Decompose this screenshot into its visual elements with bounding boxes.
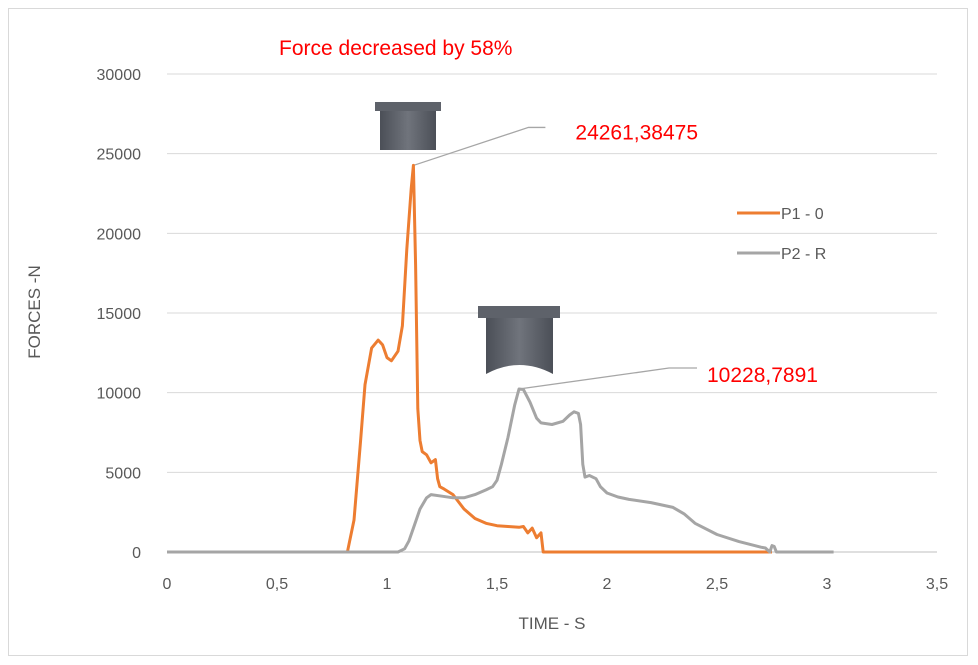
x-tick-label: 2,5 [706, 576, 728, 593]
series-lines [167, 163, 834, 554]
y-tick-label: 20000 [97, 226, 142, 243]
rounded-punch-illustration [478, 306, 560, 374]
y-tick-label: 30000 [97, 67, 142, 84]
x-tick-label: 0 [163, 576, 172, 593]
legend-label: P2 - R [781, 246, 826, 263]
annotation-leaders [413, 126, 697, 390]
peak-annotations: 24261,38475 10228,7891 [575, 121, 818, 387]
x-tick-labels: 0 0,5 1 1,5 2 2,5 3 3,5 [163, 576, 949, 593]
chart-title: Force decreased by 58% [279, 37, 512, 60]
y-tick-label: 5000 [105, 465, 141, 482]
x-tick-label: 1,5 [486, 576, 508, 593]
x-tick-label: 0,5 [266, 576, 288, 593]
annotation-leader [518, 367, 697, 390]
y-axis-title: FORCES -N [25, 265, 44, 359]
legend-label: P1 - 0 [781, 206, 824, 223]
series-line-1 [167, 163, 772, 554]
series-line-2 [167, 387, 834, 554]
annotation-label: 10228,7891 [707, 364, 818, 387]
y-tick-label: 0 [132, 545, 141, 562]
x-axis-title: TIME - S [518, 614, 585, 633]
legend: P1 - 0 P2 - R [737, 206, 826, 263]
x-tick-label: 2 [603, 576, 612, 593]
annotation-leader [413, 126, 546, 167]
y-tick-label: 15000 [97, 306, 142, 323]
flat-punch-illustration [375, 102, 441, 150]
annotation-label: 24261,38475 [575, 121, 698, 144]
y-tick-labels: 0 5000 10000 15000 20000 25000 30000 [97, 67, 142, 562]
x-tick-label: 3 [823, 576, 832, 593]
y-tick-label: 25000 [97, 147, 142, 164]
x-tick-label: 1 [383, 576, 392, 593]
y-tick-label: 10000 [97, 386, 142, 403]
gridlines [167, 73, 937, 473]
x-tick-label: 3,5 [926, 576, 948, 593]
